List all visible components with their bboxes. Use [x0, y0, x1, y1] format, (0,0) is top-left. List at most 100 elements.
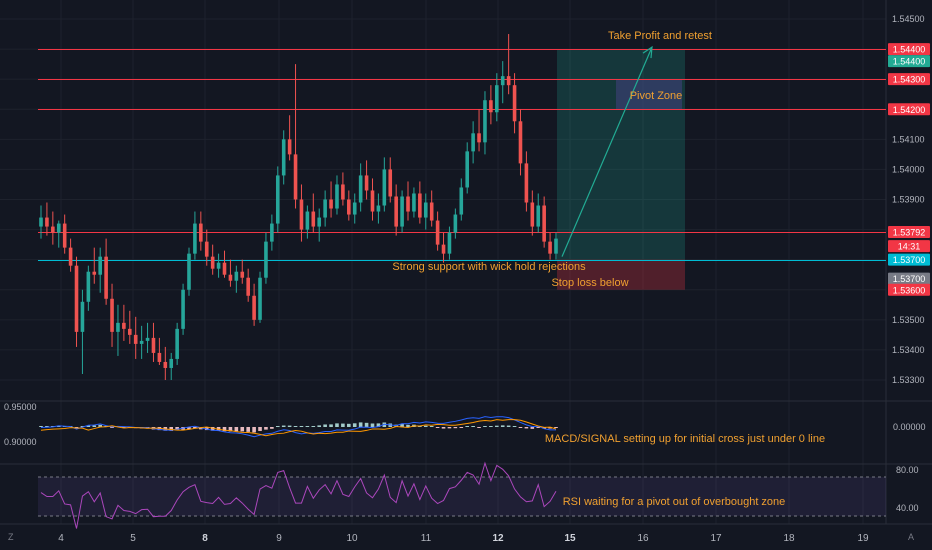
candle-body — [175, 328, 179, 359]
macd-histogram-bar — [530, 427, 535, 429]
macd-histogram-bar — [305, 426, 310, 427]
candle-body — [204, 241, 209, 257]
macd-histogram-bar — [293, 426, 298, 427]
macd-histogram-bar — [548, 427, 552, 429]
candle-body — [246, 277, 250, 296]
macd-histogram-bar — [80, 426, 85, 427]
candle-body — [435, 220, 440, 245]
macd-histogram-bar — [281, 425, 286, 427]
macd-histogram-bar — [187, 427, 191, 429]
macd-histogram-bar — [169, 427, 174, 431]
trade-zones — [557, 49, 685, 290]
macd-pane: 0.95000 0.90000 0.00000 — [4, 402, 926, 447]
candle-body — [51, 226, 55, 233]
macd-histogram-bar — [347, 423, 351, 427]
candle-body — [116, 322, 120, 332]
candle-body — [252, 295, 256, 320]
macd-histogram-bar — [441, 427, 446, 429]
candle-body — [489, 100, 493, 113]
candle-body — [542, 205, 546, 242]
candle-body — [293, 154, 298, 200]
macd-histogram-bar — [222, 427, 227, 432]
candle-body — [133, 334, 138, 344]
macd-histogram-bar — [447, 427, 452, 429]
macd-histogram-bar — [400, 424, 404, 427]
macd-histogram-bar — [193, 427, 197, 429]
candle-body — [530, 202, 535, 227]
candle-body — [536, 205, 541, 227]
macd-histogram-bar — [465, 426, 470, 427]
price-tag-box — [888, 43, 930, 56]
candle-body — [418, 193, 422, 218]
price-tag-box — [888, 240, 930, 253]
candle-body — [216, 262, 221, 269]
macd-histogram-bar — [489, 426, 493, 427]
candle-body — [323, 199, 327, 218]
price-tag-box — [888, 103, 930, 116]
macd-line — [40, 416, 557, 438]
candle-body — [477, 133, 481, 143]
macd-histogram-bar — [240, 427, 245, 432]
macd-histogram-bar — [246, 427, 250, 432]
candle-body — [548, 241, 552, 254]
price-tick-label: 1.54000 — [892, 164, 925, 174]
macd-histogram-bar — [122, 427, 126, 428]
macd-histogram-bar — [299, 426, 304, 427]
price-tick-label: 1.53500 — [892, 315, 925, 325]
candle-body — [86, 271, 91, 302]
candle-body — [483, 100, 487, 143]
candle-body — [382, 169, 387, 206]
candle-body — [394, 196, 398, 227]
candle-body — [518, 121, 523, 164]
price-tag-box — [888, 55, 930, 68]
macd-histogram-bar — [270, 427, 274, 429]
candle-body — [139, 340, 144, 344]
candle-body — [56, 223, 61, 233]
macd-histogram-bar — [524, 427, 529, 429]
rsi-line — [40, 461, 557, 529]
candle-body — [524, 163, 529, 203]
price-tick-label: 1.54100 — [892, 134, 925, 144]
macd-histogram-bar — [341, 423, 345, 427]
price-tag-label: 1.53700 — [893, 274, 926, 284]
time-tick-label: 10 — [346, 533, 358, 544]
candle-body — [429, 202, 434, 221]
time-axis[interactable]: 4 5 8 9 10 11 12 15 16 17 18 19 — [58, 533, 869, 544]
macd-histogram-bar — [453, 427, 458, 429]
macd-histogram-bar — [86, 425, 91, 427]
macd-right-tick: 0.00000 — [893, 422, 926, 432]
macd-histogram-bar — [175, 427, 179, 431]
candle-body — [234, 271, 239, 281]
candle-body — [39, 217, 43, 227]
candle-body — [376, 205, 381, 212]
timezone-button[interactable]: Z — [8, 532, 14, 542]
macd-histogram-bar — [370, 423, 375, 427]
macd-left-tick: 0.90000 — [4, 437, 37, 447]
time-tick-label: 12 — [492, 533, 504, 544]
candle-body — [388, 169, 393, 197]
candle-body — [370, 190, 375, 212]
annotation-stop-loss: Stop loss below — [551, 277, 628, 289]
candle-body — [270, 223, 274, 242]
time-tick-label: 18 — [783, 533, 795, 544]
candle-body — [210, 256, 215, 269]
candle-body — [347, 199, 351, 215]
macd-histogram-bar — [74, 427, 79, 428]
macd-histogram-bar — [329, 424, 333, 427]
candle-body — [127, 328, 132, 335]
candle-body — [264, 241, 268, 278]
macd-histogram-bar — [228, 427, 233, 432]
time-tick-label: 4 — [58, 533, 64, 544]
candle-body — [299, 199, 304, 230]
macd-histogram-bar — [98, 424, 102, 427]
candle-body — [145, 337, 150, 341]
candle-body — [80, 301, 85, 332]
macd-histogram-bar — [323, 424, 327, 427]
candle-body — [68, 247, 73, 266]
candle-body — [275, 175, 280, 224]
auto-scale-button[interactable]: A — [908, 532, 914, 542]
macd-histogram-bar — [423, 425, 428, 427]
candle-body — [110, 298, 114, 332]
